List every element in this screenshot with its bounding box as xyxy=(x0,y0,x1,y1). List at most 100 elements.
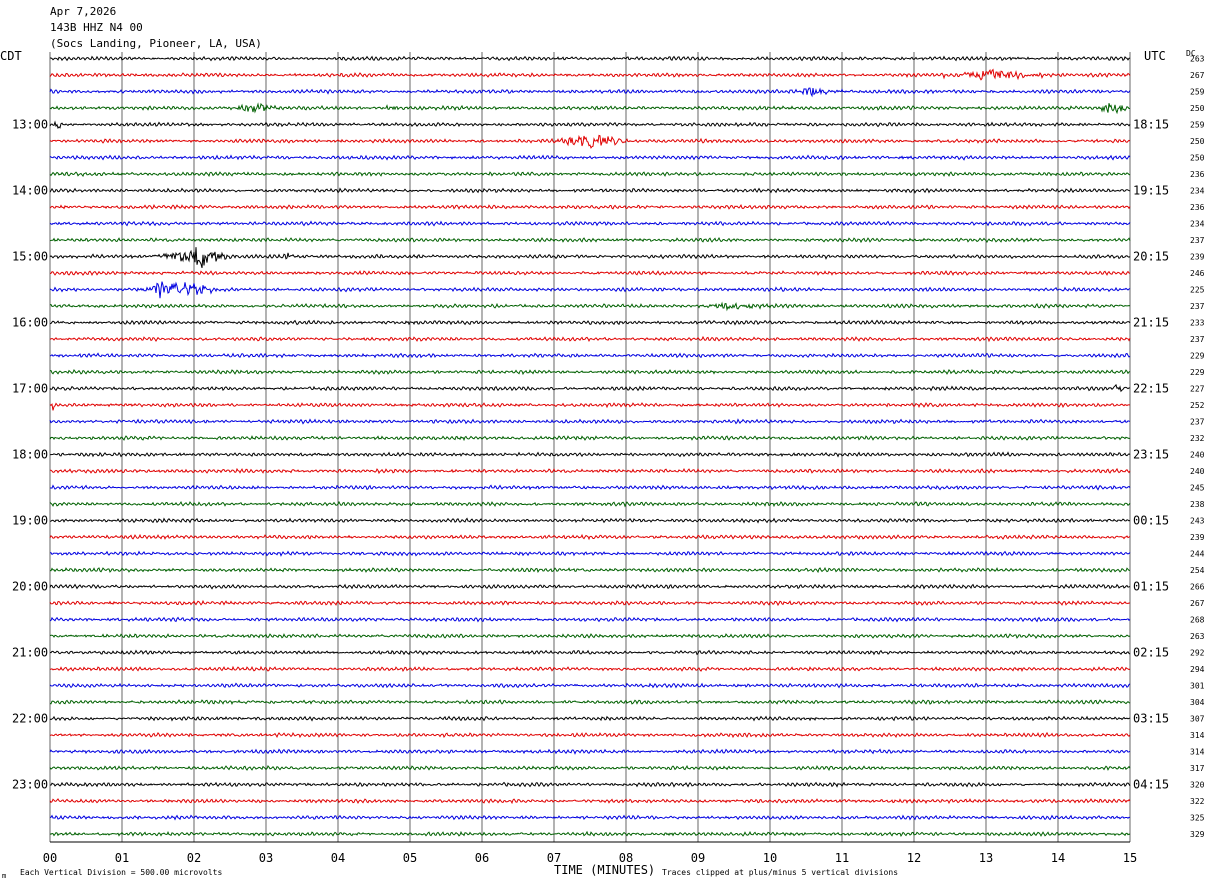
seismic-trace xyxy=(50,467,1131,475)
seismic-trace xyxy=(49,120,1131,129)
dc-value: 237 xyxy=(1190,302,1205,311)
dc-header-label: DC xyxy=(1186,49,1196,58)
seismic-trace xyxy=(49,270,1131,277)
dc-value: 294 xyxy=(1190,665,1205,674)
dc-value: 292 xyxy=(1190,649,1205,658)
seismic-trace xyxy=(49,319,1131,326)
right-timezone-label: UTC xyxy=(1144,49,1166,63)
seismic-trace xyxy=(49,715,1131,722)
x-axis-label: TIME (MINUTES) xyxy=(554,863,655,877)
dc-value: 237 xyxy=(1190,335,1205,344)
dc-value: 234 xyxy=(1190,187,1205,196)
dc-value: 259 xyxy=(1190,121,1205,130)
cdt-hour-label: 21:00 xyxy=(12,646,48,660)
seismic-trace xyxy=(50,550,1131,557)
dc-value: 234 xyxy=(1190,220,1205,229)
clipping-note: Traces clipped at plus/minus 5 vertical … xyxy=(662,868,898,877)
x-tick-label: 03 xyxy=(259,851,273,865)
cdt-hour-label: 13:00 xyxy=(12,118,48,132)
dc-value: 320 xyxy=(1190,781,1205,790)
trace-group xyxy=(49,55,1131,837)
cdt-hour-label: 22:00 xyxy=(12,712,48,726)
seismic-trace xyxy=(49,335,1131,343)
x-tick-label: 04 xyxy=(331,851,345,865)
dc-value: 317 xyxy=(1190,764,1205,773)
seismic-trace xyxy=(49,517,1131,524)
cdt-hour-label: 18:00 xyxy=(12,448,48,462)
dc-value: 329 xyxy=(1190,830,1205,839)
seismic-trace xyxy=(50,55,1131,62)
seismic-trace xyxy=(49,281,1131,299)
x-tick-label: 05 xyxy=(403,851,417,865)
seismic-trace xyxy=(49,203,1131,210)
dc-value: 266 xyxy=(1190,583,1205,592)
dc-value: 254 xyxy=(1190,566,1205,575)
seismic-trace xyxy=(49,418,1131,425)
dc-value: 229 xyxy=(1190,368,1205,377)
channel-label: 143B HHZ N4 00 xyxy=(50,21,143,34)
seismic-trace xyxy=(49,247,1131,269)
seismic-trace xyxy=(49,682,1131,689)
cdt-hour-label: 16:00 xyxy=(12,316,48,330)
seismic-trace xyxy=(49,599,1131,607)
seismic-trace xyxy=(49,533,1131,541)
seismic-trace xyxy=(49,665,1131,672)
plot-header: Apr 7,2026 143B HHZ N4 00 (Socs Landing,… xyxy=(50,4,262,52)
x-tick-label: 15 xyxy=(1123,851,1137,865)
x-tick-label: 11 xyxy=(835,851,849,865)
seismic-trace xyxy=(49,301,1131,312)
x-tick-label: 08 xyxy=(619,851,633,865)
x-tick-label: 13 xyxy=(979,851,993,865)
dc-value: 250 xyxy=(1190,154,1205,163)
dc-value: 246 xyxy=(1190,269,1205,278)
seismic-trace xyxy=(49,500,1131,508)
dc-value: 314 xyxy=(1190,748,1205,757)
dc-value: 304 xyxy=(1190,698,1205,707)
cdt-hour-label: 17:00 xyxy=(12,382,48,396)
seismic-trace xyxy=(49,731,1131,739)
seismic-trace xyxy=(49,368,1131,376)
utc-hour-labels: 18:15 19:15 20:15 21:15 22:15 23:15 00:15 01:15… xyxy=(1133,118,1169,792)
dc-value: 252 xyxy=(1190,401,1205,410)
seismic-trace xyxy=(49,814,1131,821)
seismic-trace xyxy=(49,435,1131,442)
seismic-trace xyxy=(49,87,1131,98)
dc-value: 243 xyxy=(1190,517,1205,526)
dc-value: 233 xyxy=(1190,319,1205,328)
seismic-trace xyxy=(49,748,1131,755)
utc-hour-label: 21:15 xyxy=(1133,316,1169,330)
left-timezone-label: CDT xyxy=(0,49,22,63)
dc-value: 240 xyxy=(1190,467,1205,476)
dc-value: 322 xyxy=(1190,797,1205,806)
utc-hour-label: 04:15 xyxy=(1133,778,1169,792)
dc-value: 250 xyxy=(1190,137,1205,146)
x-tick-label: 01 xyxy=(115,851,129,865)
seismic-trace xyxy=(49,154,1131,161)
utc-hour-label: 22:15 xyxy=(1133,382,1169,396)
dc-value: 245 xyxy=(1190,484,1205,493)
cdt-hour-label: 19:00 xyxy=(12,514,48,528)
x-tick-label: 00 xyxy=(43,851,57,865)
seismic-trace xyxy=(49,633,1131,639)
x-tick-label: 12 xyxy=(907,851,921,865)
cdt-hour-label: 20:00 xyxy=(12,580,48,594)
seismic-trace xyxy=(49,649,1131,656)
seismic-trace xyxy=(49,798,1131,805)
dc-value: 301 xyxy=(1190,682,1205,691)
cdt-hour-label: 15:00 xyxy=(12,250,48,264)
seismic-trace xyxy=(49,765,1131,771)
utc-hour-label: 01:15 xyxy=(1133,580,1169,594)
dc-value: 267 xyxy=(1190,71,1205,80)
seismic-trace xyxy=(49,451,1131,458)
dc-value: 263 xyxy=(1190,55,1205,64)
dc-value: 239 xyxy=(1190,253,1205,262)
seismic-trace xyxy=(49,781,1131,788)
dc-value: 236 xyxy=(1190,170,1205,179)
dc-value: 244 xyxy=(1190,550,1205,559)
date-label: Apr 7,2026 xyxy=(50,5,117,18)
seismic-trace xyxy=(49,402,1130,411)
x-tick-labels: 00 01 02 03 04 05 06 07 08 09 10 11 12 13 14 15 xyxy=(43,851,1137,865)
x-tick-label: 02 xyxy=(187,851,201,865)
seismic-trace xyxy=(49,484,1131,491)
